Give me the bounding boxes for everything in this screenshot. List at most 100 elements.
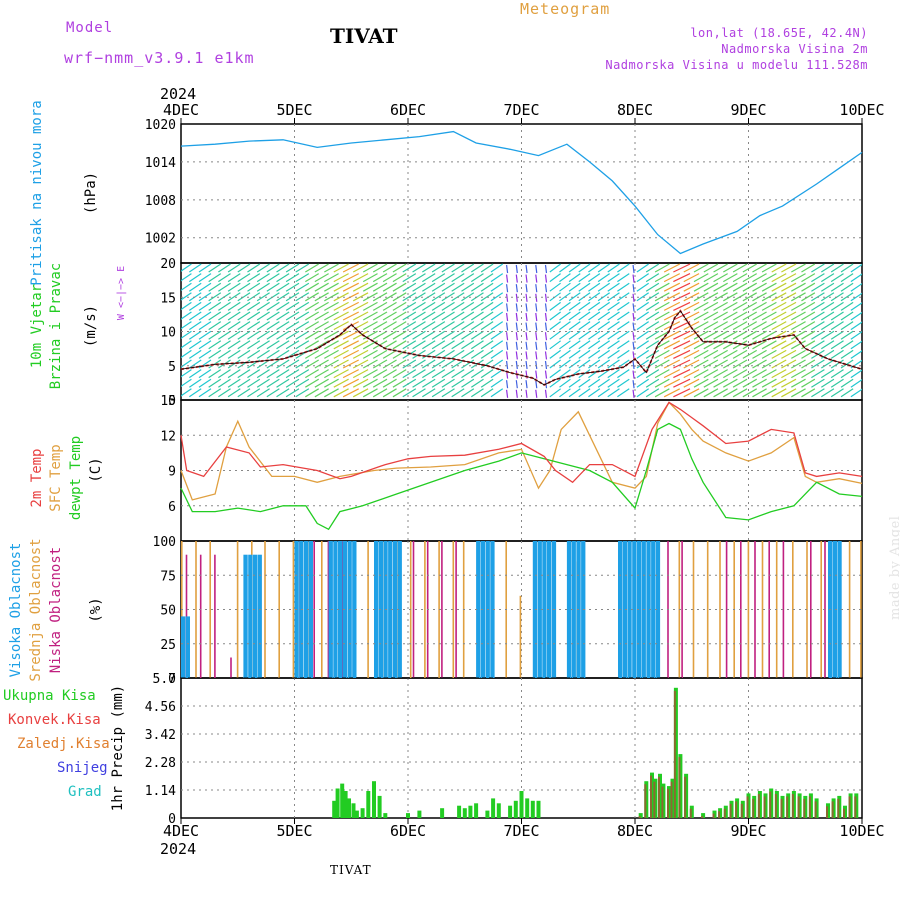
wind-barb [198,330,212,340]
wind-barb [840,330,854,340]
precip-conv-bar [786,796,789,818]
wind-barb [392,340,407,350]
wind-barb [840,263,854,273]
wind-barb [505,360,509,370]
precip-conv-bar [848,796,851,818]
wind-barb [431,359,446,369]
wind-barb [549,340,561,350]
wind-barb [362,282,378,292]
x-tick-label-bottom: 5DEC [276,822,312,840]
wind-barb [820,282,835,292]
wind-barb [412,321,426,331]
wind-barb [820,321,835,331]
wind-barb [402,301,417,311]
wind-barb [237,301,251,311]
wind-barb [713,330,728,340]
wind-barb [305,330,320,340]
wind-barb [617,340,630,350]
precip-bar [457,805,462,818]
wind-barb [208,359,222,369]
wind-barb [801,273,816,283]
wind-barb [285,273,300,283]
wind-barb [811,330,825,340]
wind-barb [752,321,767,331]
wind-barb [607,330,620,340]
wind-barb [208,340,222,350]
y-tick-label: 0 [168,812,176,827]
wind-barb [285,340,300,350]
wind-barb [256,378,270,388]
precip-conv-bar [814,801,817,818]
wind-barb [227,388,241,398]
wind-barb [305,301,320,311]
wind-barb [324,388,339,398]
wind-barb [276,359,290,369]
wind-barb [480,273,494,283]
x-tick-label-bottom: 9DEC [730,822,766,840]
wind-barb [588,311,601,321]
wind-barb [227,340,241,350]
wind-barb [470,282,484,292]
wind-barb [198,282,212,292]
wind-barb [578,282,591,292]
wind-barb [461,349,475,359]
wind-barb [703,273,719,283]
wind-barb [402,340,417,350]
wind-barb [470,321,484,331]
cloud-bar-visoka-oblacnost [397,541,402,678]
wind-barb [850,302,862,311]
wind-barb [781,311,797,321]
wind-barb [372,378,388,388]
wind-barb [181,349,192,359]
wind-barb [693,282,709,292]
wind-barb [544,274,548,283]
wind-barb [850,321,862,331]
wind-barb [568,292,581,302]
wind-barb [645,311,660,321]
cloud-bar-srednja-oblacnost [747,541,750,678]
wind-barb [663,263,681,273]
wind-barb [342,263,359,273]
wind-barb [422,282,436,292]
wind-barb [352,292,369,302]
wind-barb [227,321,241,331]
cloud-bar-niska-oblacnost [810,541,812,678]
wind-barb [535,332,538,341]
wind-barb [535,303,538,312]
wind-barb-field [181,263,862,398]
precip-conv-bar [673,690,676,818]
wind-barb [732,330,748,340]
wind-barb [781,359,797,369]
precip-legend-label: Snijeg [57,760,108,776]
y-axis-label: Pritisak na nivou mora [29,100,45,285]
wind-barb [422,349,436,359]
wind-barb [840,301,854,311]
wind-barb [578,340,591,350]
wind-barb [693,388,709,398]
wind-barb [470,330,484,340]
wind-barb [422,301,436,311]
wind-barb [285,282,300,292]
wind-barb [703,349,719,359]
wind-barb [324,282,339,292]
wind-barb [549,349,561,359]
wind-barb [791,292,806,302]
wind-barb [342,282,359,292]
cloud-bar-visoka-oblacnost [304,541,309,678]
wind-barb [342,301,359,311]
wind-barb [412,273,426,283]
wind-barb [431,330,446,340]
wind-barb [568,340,581,350]
wind-barb [198,369,212,379]
wind-barb [820,369,835,379]
cloud-bar-niska-oblacnost [230,657,232,678]
wind-barb [382,301,397,311]
wind-barb [362,292,378,302]
wind-barb [515,341,518,350]
wind-barb [607,359,620,369]
wind-barb [559,263,571,273]
wind-barb [713,388,728,398]
wind-barb [181,263,192,272]
wind-barb [198,349,212,359]
precip-bar [519,791,524,818]
